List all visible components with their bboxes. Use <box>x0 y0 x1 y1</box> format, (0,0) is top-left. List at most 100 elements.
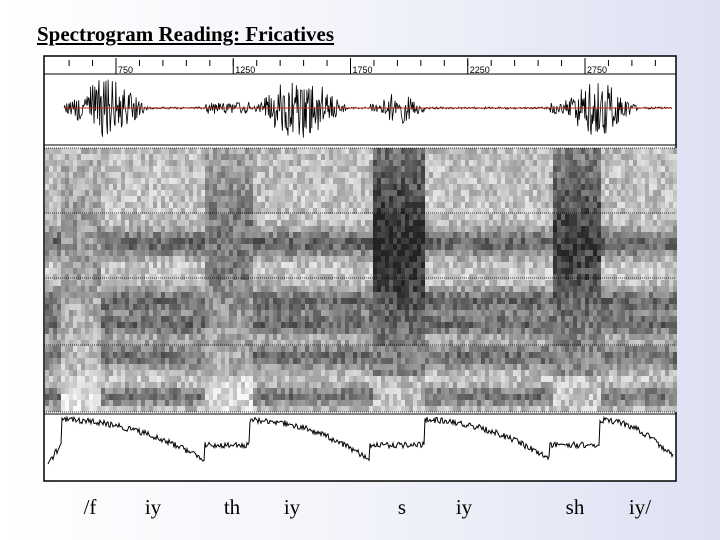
spectrogram-cell <box>53 370 57 376</box>
spectrogram-cell <box>401 292 405 298</box>
spectrogram-cell <box>93 274 97 280</box>
spectrogram-cell <box>345 202 349 208</box>
spectrogram-cell <box>225 304 229 310</box>
spectrogram-cell <box>249 394 253 400</box>
spectrogram-cell <box>185 406 189 412</box>
spectrogram-cell <box>77 394 81 400</box>
spectrogram-cell <box>441 376 445 382</box>
spectrogram-cell <box>485 382 489 388</box>
spectrogram-cell <box>265 340 269 346</box>
spectrogram-cell <box>353 334 357 340</box>
spectrogram-cell <box>309 334 313 340</box>
spectrogram-cell <box>429 358 433 364</box>
spectrogram-cell <box>213 292 217 298</box>
spectrogram-cell <box>409 358 413 364</box>
spectrogram-cell <box>257 166 261 172</box>
spectrogram-cell <box>245 364 249 370</box>
spectrogram-cell <box>209 148 213 154</box>
spectrogram-cell <box>213 340 217 346</box>
spectrogram-cell <box>473 298 477 304</box>
spectrogram-cell <box>129 220 133 226</box>
spectrogram-cell <box>417 382 421 388</box>
spectrogram-cell <box>57 220 61 226</box>
spectrogram-cell <box>341 172 345 178</box>
spectrogram-cell <box>245 340 249 346</box>
spectrogram-cell <box>285 178 289 184</box>
spectrogram-cell <box>193 274 197 280</box>
spectrogram-cell <box>453 220 457 226</box>
spectrogram-cell <box>113 286 117 292</box>
spectrogram-cell <box>461 364 465 370</box>
spectrogram-cell <box>289 334 293 340</box>
spectrogram-cell <box>393 250 397 256</box>
spectrogram-cell <box>197 346 201 352</box>
spectrogram-cell <box>305 226 309 232</box>
spectrogram-cell <box>449 220 453 226</box>
spectrogram-cell <box>145 154 149 160</box>
spectrogram-cell <box>361 376 365 382</box>
spectrogram-cell <box>273 322 277 328</box>
spectrogram-cell <box>229 232 233 238</box>
spectrogram-cell <box>257 376 261 382</box>
spectrogram-cell <box>69 400 73 406</box>
spectrogram-cell <box>89 226 93 232</box>
spectrogram-cell <box>229 154 233 160</box>
spectrogram-cell <box>481 382 485 388</box>
spectrogram-cell <box>477 154 481 160</box>
spectrogram-cell <box>205 244 209 250</box>
spectrogram-cell <box>53 232 57 238</box>
spectrogram-cell <box>377 322 381 328</box>
spectrogram-cell <box>97 172 101 178</box>
spectrogram-cell <box>245 256 249 262</box>
spectrogram-cell <box>353 184 357 190</box>
spectrogram-cell <box>193 292 197 298</box>
spectrogram-cell <box>281 394 285 400</box>
spectrogram-cell <box>405 238 409 244</box>
spectrogram-cell <box>425 364 429 370</box>
spectrogram-cell <box>317 394 321 400</box>
spectrogram-cell <box>333 232 337 238</box>
spectrogram-cell <box>137 202 141 208</box>
spectrogram-cell <box>245 208 249 214</box>
spectrogram-cell <box>269 166 273 172</box>
spectrogram-cell <box>77 232 81 238</box>
spectrogram-cell <box>349 358 353 364</box>
spectrogram-cell <box>93 394 97 400</box>
spectrogram-cell <box>169 178 173 184</box>
spectrogram-cell <box>281 340 285 346</box>
spectrogram-cell <box>437 388 441 394</box>
spectrogram-cell <box>449 340 453 346</box>
spectrogram-cell <box>385 400 389 406</box>
spectrogram-cell <box>129 382 133 388</box>
spectrogram-cell <box>485 292 489 298</box>
spectrogram-cell <box>309 148 313 154</box>
spectrogram-cell <box>89 220 93 226</box>
spectrogram-cell <box>389 352 393 358</box>
spectrogram-cell <box>229 184 233 190</box>
spectrogram-cell <box>429 382 433 388</box>
spectrogram-cell <box>153 400 157 406</box>
spectrogram-cell <box>421 220 425 226</box>
spectrogram-cell <box>217 268 221 274</box>
spectrogram-cell <box>113 232 117 238</box>
spectrogram-cell <box>189 298 193 304</box>
spectrogram-cell <box>389 190 393 196</box>
spectrogram-cell <box>301 214 305 220</box>
spectrogram-cell <box>441 178 445 184</box>
spectrogram-cell <box>137 262 141 268</box>
spectrogram-cell <box>185 154 189 160</box>
spectrogram-cell <box>45 298 49 304</box>
spectrogram-cell <box>373 262 377 268</box>
spectrogram-cell <box>393 256 397 262</box>
spectrogram-cell <box>209 400 213 406</box>
spectrogram-cell <box>393 346 397 352</box>
spectrogram-cell <box>357 370 361 376</box>
spectrogram-cell <box>389 292 393 298</box>
spectrogram-cell <box>101 406 105 412</box>
spectrogram-cell <box>85 394 89 400</box>
spectrogram-cell <box>405 190 409 196</box>
spectrogram-cell <box>481 316 485 322</box>
spectrogram-cell <box>461 328 465 334</box>
spectrogram-cell <box>57 172 61 178</box>
spectrogram-cell <box>193 256 197 262</box>
